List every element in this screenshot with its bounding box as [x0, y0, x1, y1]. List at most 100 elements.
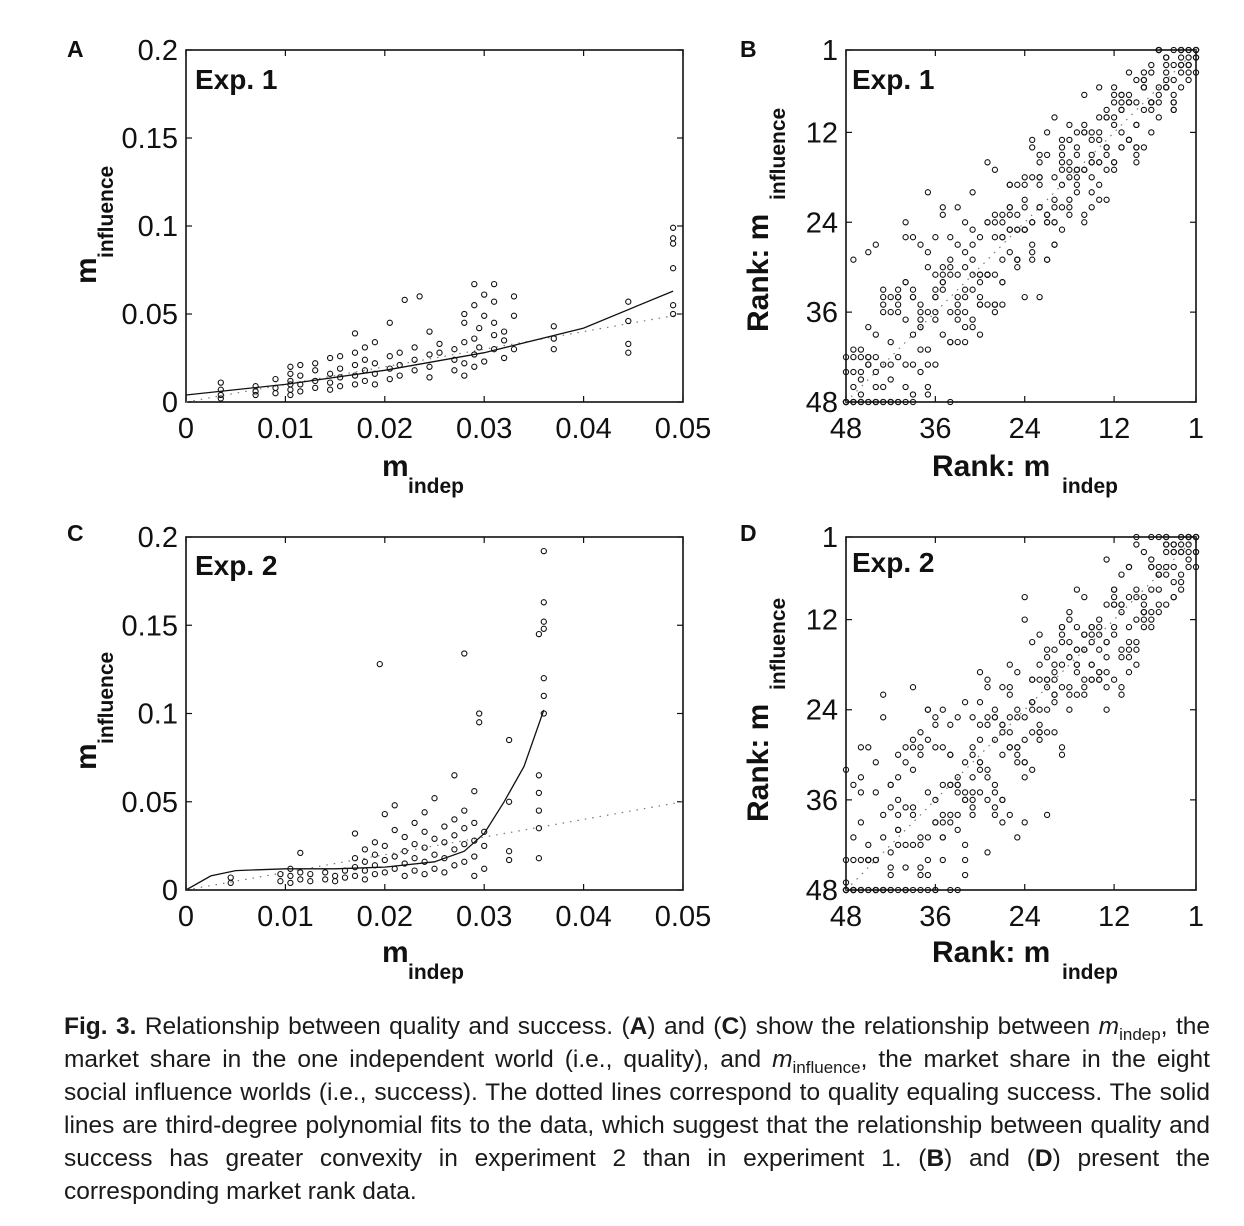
data-point [872, 368, 879, 376]
data-point [431, 795, 438, 802]
data-point [1170, 106, 1177, 114]
experiment-label: Exp. 2 [852, 547, 934, 578]
data-point [1021, 593, 1028, 601]
data-point [1006, 684, 1013, 691]
data-point [1177, 578, 1185, 586]
data-point [1118, 106, 1125, 114]
data-point [500, 328, 508, 335]
data-point [939, 211, 946, 218]
data-point [1170, 46, 1177, 54]
data-point [451, 772, 458, 779]
data-point [932, 361, 939, 368]
data-point [1036, 151, 1043, 159]
data-point [999, 256, 1006, 263]
data-point [1110, 586, 1118, 593]
data-point [490, 331, 498, 339]
data-point [535, 807, 543, 814]
data-point [924, 264, 932, 271]
data-point [902, 864, 909, 871]
data-point [1185, 46, 1192, 54]
data-point [947, 886, 954, 894]
data-point [1029, 676, 1036, 683]
data-point [1118, 684, 1125, 691]
data-point [461, 650, 468, 657]
data-point [880, 361, 887, 368]
data-point [1036, 293, 1043, 301]
data-point [351, 863, 359, 871]
data-point [932, 744, 939, 751]
data-point [307, 878, 314, 885]
data-point [865, 744, 872, 751]
data-point [540, 618, 547, 625]
data-point [1021, 293, 1028, 301]
data-point [887, 864, 894, 871]
data-point [550, 323, 557, 330]
data-point [1140, 76, 1148, 84]
data-point [991, 271, 999, 278]
data-point [1185, 76, 1192, 84]
data-point [1058, 144, 1066, 151]
data-point [887, 361, 894, 368]
data-point [1096, 84, 1103, 91]
data-point [857, 398, 865, 406]
data-point [865, 353, 872, 361]
data-point [865, 361, 872, 368]
data-point [351, 381, 359, 388]
data-point [999, 729, 1006, 736]
data-point [461, 858, 468, 865]
data-point [917, 323, 924, 331]
data-point [361, 867, 369, 874]
caption-text: , the market share in the one independen… [64, 1013, 1210, 1073]
data-point [939, 331, 946, 338]
data-point [1029, 638, 1036, 646]
x-tick-label: 12 [1098, 413, 1130, 445]
data-point [939, 819, 946, 826]
data-point [1163, 54, 1170, 61]
data-point [1006, 661, 1013, 668]
data-point [1163, 571, 1170, 578]
data-point [1014, 264, 1021, 271]
data-point [481, 312, 488, 319]
data-point [857, 376, 865, 383]
data-point [441, 823, 448, 830]
data-point [1043, 219, 1051, 226]
data-point [361, 367, 369, 374]
data-point [857, 789, 865, 796]
data-point [481, 358, 488, 365]
data-point [431, 851, 438, 858]
data-point [1110, 593, 1118, 601]
data-point [1006, 211, 1013, 218]
data-point [451, 356, 458, 363]
data-point [932, 271, 939, 278]
data-point [1081, 166, 1088, 173]
data-point [1125, 654, 1133, 661]
data-point [1103, 106, 1110, 114]
data-point [1170, 91, 1177, 99]
data-point [1185, 533, 1192, 541]
data-point [550, 335, 557, 342]
data-point [1058, 166, 1066, 173]
data-point [1155, 84, 1162, 91]
data-point [991, 804, 999, 811]
data-point [857, 744, 865, 751]
data-point [976, 759, 984, 766]
data-point [887, 338, 894, 346]
data-point [1014, 226, 1021, 233]
data-point [401, 848, 408, 855]
data-point [1058, 181, 1066, 188]
data-point [857, 886, 865, 894]
data-point [917, 886, 924, 894]
data-point [1073, 129, 1081, 136]
data-point [1155, 563, 1162, 571]
data-point [842, 353, 850, 361]
data-point [1043, 211, 1051, 218]
data-point [1192, 46, 1200, 54]
data-point [976, 721, 984, 728]
data-point [312, 367, 319, 374]
data-point [510, 346, 518, 353]
data-point [471, 280, 478, 288]
data-point [924, 383, 932, 391]
data-point [1148, 623, 1155, 631]
data-point [371, 360, 379, 367]
x-axis-label-sub: indep [408, 475, 464, 498]
